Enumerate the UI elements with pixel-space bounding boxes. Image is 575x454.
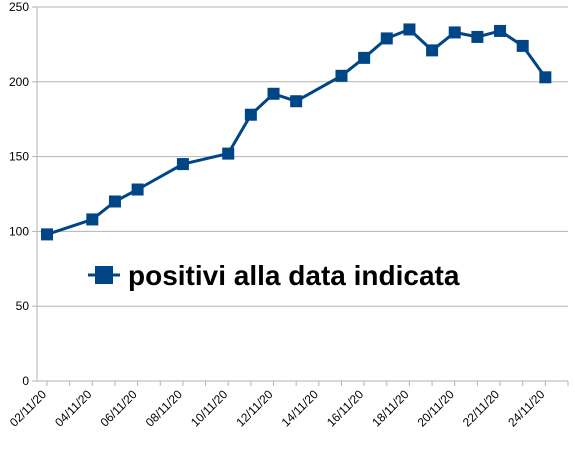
data-point-marker <box>244 108 257 121</box>
data-point-marker <box>426 44 439 57</box>
series-line <box>46 27 547 236</box>
y-tick-label: 250 <box>9 0 29 14</box>
x-tick-label: 08/11/20 <box>143 387 186 430</box>
y-tick-label: 100 <box>9 224 29 238</box>
x-tick-label: 18/11/20 <box>369 387 412 430</box>
data-point-marker <box>222 147 235 160</box>
x-tick-label: 12/11/20 <box>233 387 276 430</box>
x-tick-label: 14/11/20 <box>279 387 322 430</box>
data-point-marker <box>86 213 99 226</box>
y-tick-label: 150 <box>9 150 29 164</box>
data-point-marker <box>471 30 484 43</box>
data-point-marker <box>448 26 461 39</box>
x-tick-label: 22/11/20 <box>460 387 503 430</box>
series-layer <box>41 23 552 241</box>
x-tick-label: 04/11/20 <box>52 387 95 430</box>
data-point-marker <box>335 69 348 82</box>
legend-marker <box>95 266 113 284</box>
data-point-marker <box>403 23 416 36</box>
x-tick-label: 24/11/20 <box>505 387 548 430</box>
x-tick-label: 10/11/20 <box>188 387 231 430</box>
y-tick-label: 0 <box>22 374 29 388</box>
legend: positivi alla data indicata <box>88 260 460 291</box>
x-tick-label: 20/11/20 <box>415 387 458 430</box>
data-point-marker <box>494 24 507 37</box>
data-point-marker <box>131 183 144 196</box>
data-point-marker <box>108 195 121 208</box>
y-tick-label: 200 <box>9 75 29 89</box>
x-tick-label: 16/11/20 <box>324 387 367 430</box>
data-point-marker <box>267 87 280 100</box>
grid-layer <box>37 6 568 382</box>
data-point-marker <box>539 71 552 84</box>
x-tick-label: 02/11/20 <box>7 387 50 430</box>
y-tick-label: 50 <box>16 299 30 313</box>
data-point-marker <box>176 158 189 171</box>
data-point-marker <box>380 32 393 45</box>
x-tick-label: 06/11/20 <box>97 387 140 430</box>
legend-label: positivi alla data indicata <box>128 260 460 291</box>
data-point-marker <box>516 39 529 52</box>
data-point-marker <box>358 51 371 64</box>
data-point-marker <box>290 95 303 108</box>
data-point-marker <box>41 228 53 241</box>
